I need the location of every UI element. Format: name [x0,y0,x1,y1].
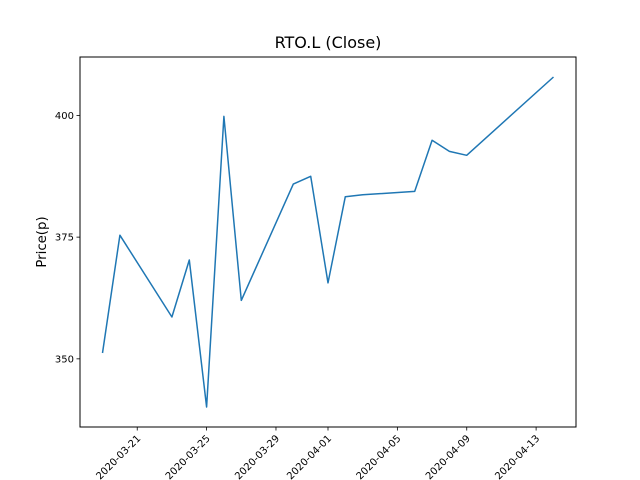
plot-area [80,57,576,427]
y-tick-label: 375 [55,233,74,244]
x-tick-label: 2020-04-09 [424,433,473,480]
price-line-series [101,76,555,408]
y-axis-ticks: 350 375 400 [55,111,80,365]
x-tick-label: 2020-03-25 [164,433,213,480]
x-tick-label: 2020-03-21 [94,433,143,480]
x-tick-label: 2020-03-29 [233,433,282,480]
x-tick-label: 2020-04-05 [355,433,404,480]
y-tick-label: 350 [55,354,74,365]
x-axis-ticks: 2020-03-21 2020-03-25 2020-03-29 2020-04-01… [94,427,542,480]
y-tick-label: 400 [55,111,74,122]
x-tick-label: 2020-04-01 [285,433,334,480]
chart-title: RTO.L (Close) [275,33,382,52]
plot-border [79,56,577,428]
x-tick-label: 2020-04-13 [493,433,542,480]
y-axis-label: Price(p) [35,216,50,267]
